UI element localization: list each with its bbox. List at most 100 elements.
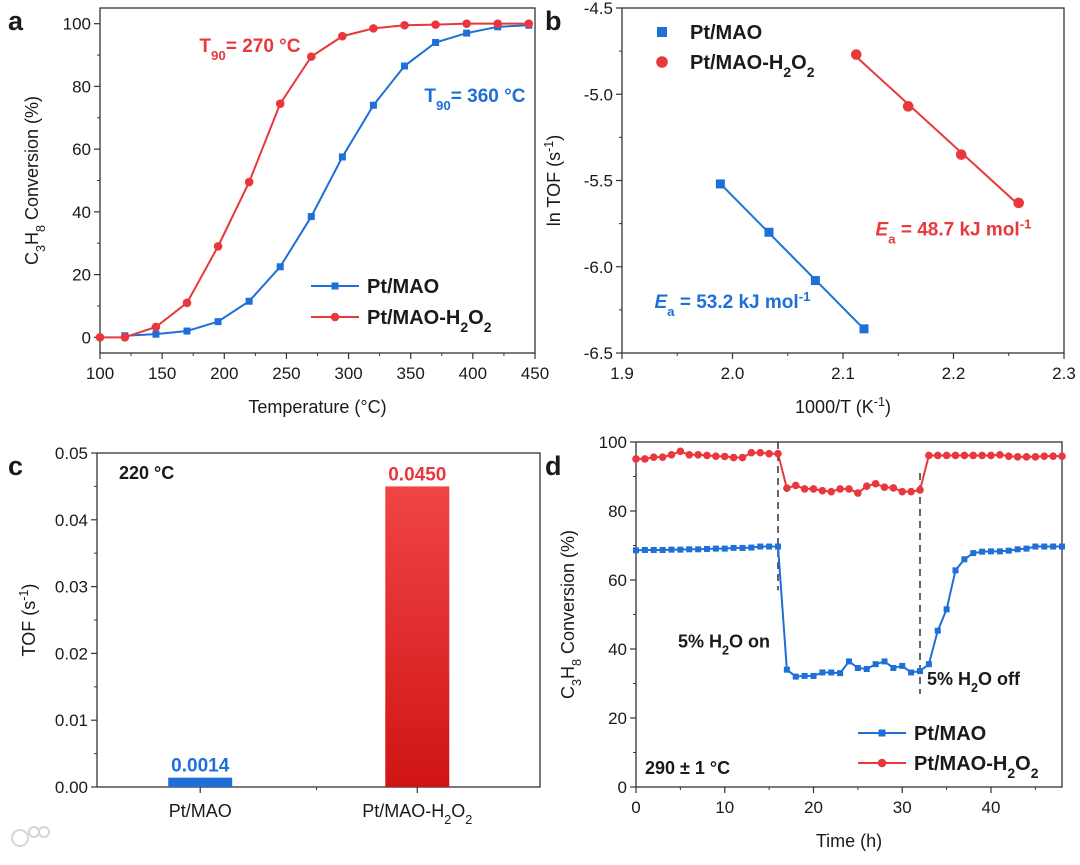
square-data-point — [863, 666, 870, 673]
circle-data-point — [658, 453, 667, 461]
x-tick-label: 2.3 — [1052, 364, 1076, 383]
y-tick-label: 100 — [599, 433, 627, 452]
square-data-point — [810, 672, 817, 679]
square-data-point — [819, 669, 826, 676]
circle-data-point — [800, 485, 809, 493]
x-tick-label: 350 — [397, 364, 425, 383]
y-tick-label: 60 — [608, 571, 627, 590]
circle-data-point — [685, 450, 694, 459]
circle-data-point — [747, 448, 756, 457]
circle-data-point — [431, 20, 440, 29]
y-axis-label: C3H8 Conversion (%) — [558, 530, 584, 699]
square-data-point — [943, 606, 950, 613]
circle-data-point — [641, 455, 649, 463]
x-tick-label: 30 — [893, 798, 912, 817]
square-data-point — [463, 29, 471, 37]
x-tick-label: 450 — [521, 364, 549, 383]
square-data-point — [183, 327, 191, 335]
square-data-point — [401, 62, 408, 70]
y-tick-label: 0.05 — [55, 444, 88, 463]
circle-data-point — [1022, 453, 1031, 461]
circle-data-point — [213, 242, 223, 251]
square-data-point — [775, 543, 781, 550]
circle-data-point — [960, 451, 969, 460]
circle-data-point — [902, 101, 914, 112]
circle-data-point — [774, 449, 782, 458]
circle-data-point — [871, 479, 880, 488]
circle-data-point — [916, 486, 924, 494]
x-tick-label: 200 — [210, 364, 238, 383]
square-data-point — [1041, 543, 1048, 550]
circle-data-point — [898, 487, 907, 496]
watermark-logo-mark — [38, 826, 50, 838]
square-data-point — [704, 545, 710, 552]
circle-data-point — [951, 451, 960, 460]
square-data-point — [730, 544, 737, 551]
circle-data-point — [338, 31, 347, 41]
circle-data-point — [809, 485, 818, 493]
circle-data-point — [649, 453, 658, 461]
legend-label: Pt/MAO-H2O2 — [690, 52, 815, 80]
square-data-point — [721, 545, 728, 552]
circle-data-point — [493, 19, 503, 28]
circle-data-point — [862, 482, 871, 490]
square-data-point — [899, 662, 906, 669]
square-data-point — [369, 101, 377, 109]
square-data-point — [952, 567, 959, 574]
watermark-logo — [11, 826, 50, 847]
circle-data-point — [969, 451, 978, 460]
square-data-point — [1032, 543, 1039, 550]
square-data-point — [276, 263, 284, 271]
circle-data-point — [955, 149, 967, 160]
y-tick-label: -4.5 — [584, 0, 613, 18]
square-data-point — [925, 661, 932, 668]
legend-marker — [877, 758, 887, 768]
y-tick-label: -6.0 — [584, 258, 613, 277]
circle-data-point — [667, 450, 676, 459]
circle-data-point — [400, 20, 409, 30]
plot-frame — [96, 452, 541, 788]
square-data-point — [828, 669, 835, 676]
circle-data-point — [306, 52, 316, 61]
y-tick-label: 0.03 — [55, 578, 88, 597]
circle-data-point — [632, 455, 640, 463]
series-line — [635, 545, 1062, 678]
annotation-activation-energy: Ea = 53.2 kJ mol-1 — [654, 289, 811, 319]
x-tick-label: 1.9 — [610, 364, 634, 383]
square-data-point — [872, 661, 879, 668]
legend-marker — [657, 27, 667, 37]
circle-data-point — [729, 453, 738, 462]
y-tick-label: 40 — [608, 640, 627, 659]
circle-data-point — [827, 487, 836, 496]
circle-data-point — [1049, 452, 1057, 460]
square-data-point — [979, 548, 986, 555]
square-data-point — [908, 669, 915, 676]
x-axis-label: Temperature (°C) — [248, 397, 386, 417]
y-axis-label: TOF (s-1) — [17, 584, 39, 657]
legend-marker — [330, 312, 340, 322]
circle-data-point — [1004, 452, 1013, 460]
fit-line — [719, 183, 865, 330]
x-tick-label: 20 — [804, 798, 823, 817]
bar-value-label: 0.0014 — [171, 756, 230, 777]
square-data-point — [783, 666, 790, 673]
square-data-point — [739, 544, 746, 551]
square-data-point — [837, 670, 844, 677]
square-data-point — [970, 550, 977, 557]
square-data-point — [1050, 543, 1057, 550]
circle-data-point — [756, 448, 765, 457]
circle-data-point — [244, 177, 254, 187]
circle-data-point — [978, 451, 986, 460]
panel-letter: c — [8, 451, 23, 481]
x-tick-label: 150 — [148, 364, 176, 383]
circle-data-point — [996, 450, 1004, 459]
square-data-point — [432, 39, 440, 46]
circle-data-point — [369, 24, 378, 33]
circle-data-point — [836, 485, 844, 493]
circle-data-point — [694, 450, 702, 459]
square-data-point — [659, 546, 666, 553]
annotation-t90: T90= 270 °C — [199, 36, 300, 63]
circle-data-point — [783, 484, 791, 493]
x-tick-label: 100 — [86, 364, 114, 383]
